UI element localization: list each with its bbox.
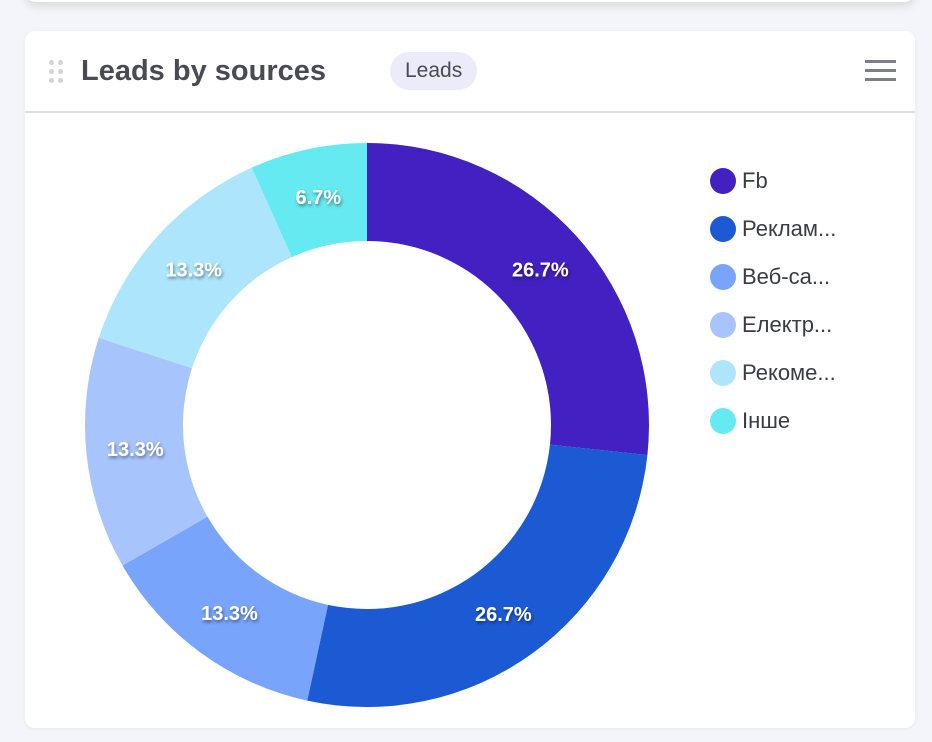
- legend-marker-icon: [710, 216, 736, 242]
- legend-item[interactable]: Веб-са...: [710, 253, 836, 301]
- slice-data-label: 13.3%: [107, 439, 164, 461]
- legend-item[interactable]: Електр...: [710, 301, 836, 349]
- legend-marker-icon: [710, 168, 736, 194]
- donut-slice-2[interactable]: [122, 516, 328, 701]
- legend-label: Веб-са...: [742, 264, 831, 289]
- slice-data-label: 6.7%: [296, 187, 342, 209]
- donut-slice-5[interactable]: [251, 143, 367, 258]
- slice-data-label: 26.7%: [475, 604, 532, 626]
- legend-label: Fb: [742, 168, 768, 193]
- legend-marker-icon: [710, 408, 736, 434]
- drag-handle-icon[interactable]: [49, 60, 63, 84]
- legend-marker-icon: [710, 312, 736, 338]
- donut-slice-4[interactable]: [98, 167, 292, 369]
- slice-data-label: 26.7%: [512, 259, 569, 281]
- legend-label: Інше: [742, 408, 791, 433]
- legend-item[interactable]: Рекоме...: [710, 349, 836, 397]
- card-header: Leads by sources Leads: [25, 31, 915, 113]
- legend-item[interactable]: Інше: [710, 397, 836, 445]
- legend-label: Реклам...: [742, 216, 837, 241]
- legend-marker-icon: [710, 360, 736, 386]
- legend-label: Рекоме...: [742, 360, 836, 385]
- donut-slice-3[interactable]: [84, 337, 208, 566]
- hamburger-menu-icon[interactable]: [865, 60, 896, 82]
- donut-slice-1[interactable]: [307, 444, 648, 707]
- previous-card: [25, 0, 915, 2]
- legend-label: Електр...: [742, 312, 833, 337]
- legend-item[interactable]: Fb: [710, 157, 836, 205]
- card-title: Leads by sources: [81, 55, 326, 87]
- slice-data-label: 13.3%: [201, 603, 258, 625]
- legend-marker-icon: [710, 264, 736, 290]
- legend-item[interactable]: Реклам...: [710, 205, 836, 253]
- leads-badge: Leads: [390, 52, 478, 90]
- chart-legend: Fb Реклам... Веб-са... Електр... Рекоме... Ін…: [710, 157, 836, 445]
- slice-data-label: 13.3%: [165, 259, 222, 281]
- donut-slice-0[interactable]: [367, 143, 649, 456]
